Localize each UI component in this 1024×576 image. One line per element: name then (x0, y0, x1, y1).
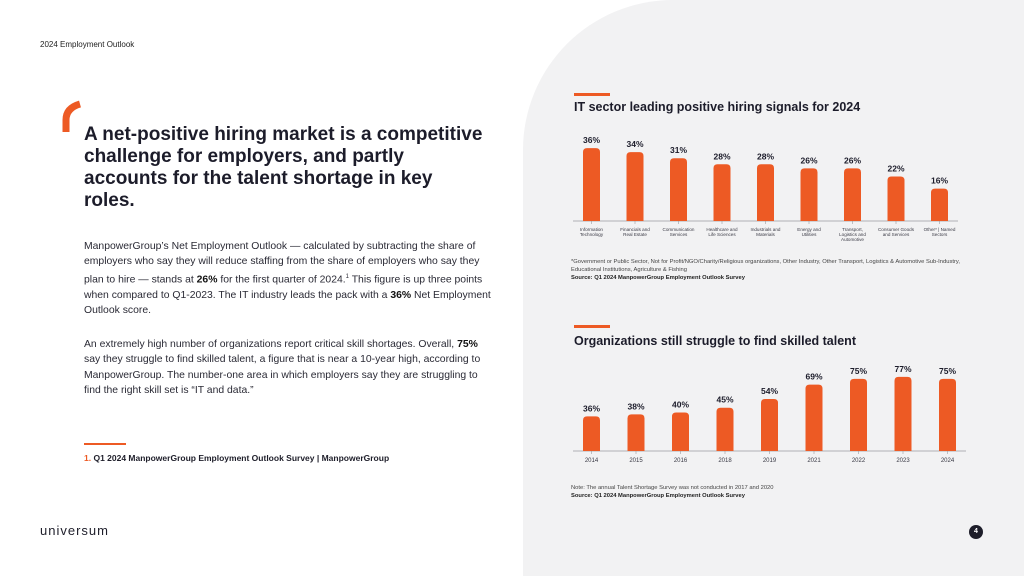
chart1-category-label-3: Healthcare and Life Sciences (706, 227, 738, 237)
chart2-value-label-8: 75% (939, 366, 956, 376)
chart1-value-label-7: 22% (887, 163, 904, 173)
chart1-bar-chart: 36% Information Technology 34% Financials an… (573, 135, 958, 242)
footnote-divider (84, 443, 126, 445)
chart2-category-label-5: 2021 (807, 458, 821, 464)
chart1-value-label-4: 28% (757, 151, 774, 161)
chart2-bar-4 (761, 399, 778, 451)
chart2-category-label-6: 2022 (852, 458, 866, 464)
chart2-accent-rule (574, 325, 610, 328)
chart2-bar-8 (939, 378, 956, 451)
chart1-bar-6 (844, 168, 861, 221)
paragraph-net-employment-outlook: ManpowerGroup’s Net Employment Outlook —… (84, 241, 491, 317)
right-panel-background (523, 0, 1024, 576)
footnote: 1. Q1 2024 ManpowerGroup Employment Outl… (84, 453, 390, 463)
quote-accent-icon (62, 100, 82, 132)
chart1-bar-5 (800, 168, 818, 221)
page-number-badge: 4 (969, 525, 983, 539)
universum-logo: universum (40, 523, 109, 538)
document-header-title: 2024 Employment Outlook (40, 40, 135, 49)
chart1-category-label-0: Information Technology (580, 227, 604, 237)
chart1-value-label-5: 26% (800, 155, 817, 165)
chart2-value-label-1: 38% (627, 401, 644, 411)
chart2-value-label-5: 69% (805, 372, 822, 382)
chart2-bar-7 (894, 376, 912, 451)
chart2-bar-1 (627, 414, 645, 451)
chart2-value-label-6: 75% (850, 366, 867, 376)
chart2-bar-5 (805, 384, 823, 451)
chart1-bar-8 (931, 188, 948, 221)
chart1-accent-rule (574, 93, 610, 96)
chart1-value-label-2: 31% (670, 145, 687, 155)
chart1-value-label-0: 36% (583, 135, 600, 145)
chart2-title: Organizations still struggle to find ski… (574, 334, 856, 348)
chart1-bar-3 (713, 164, 731, 221)
headline: A net-positive hiring market is a compet… (84, 124, 483, 211)
chart2-bar-chart: 36% 2014 38% 2015 40% 2016 45% 2018 54% 2019 69% 20… (573, 364, 966, 464)
chart2-category-label-4: 2019 (763, 458, 777, 464)
chart2-note: Note: The annual Talent Shortage Survey … (571, 485, 774, 499)
chart1-bar-0 (583, 148, 600, 221)
chart1-category-label-8: Other* | Named Sectors (924, 227, 956, 237)
chart1-bar-4 (757, 164, 774, 221)
chart1-bar-2 (670, 158, 687, 221)
chart2-value-label-4: 54% (761, 386, 778, 396)
paragraph-skill-shortages: An extremely high number of organization… (84, 339, 481, 397)
chart2-value-label-0: 36% (583, 403, 600, 413)
chart1-title: IT sector leading positive hiring signal… (574, 100, 861, 114)
chart1-value-label-3: 28% (713, 151, 730, 161)
chart1-value-label-1: 34% (626, 139, 643, 149)
chart1-value-label-8: 16% (931, 176, 948, 186)
footnote-ref: 1 (345, 273, 350, 280)
chart1-bar-1 (626, 152, 644, 221)
highlight-75: 75% (457, 339, 478, 350)
highlight-26: 26% (196, 274, 218, 286)
chart2-category-label-8: 2024 (941, 458, 955, 464)
chart1-category-label-4: Industrials and Materials (751, 227, 781, 237)
chart1-category-label-5: Energy and Utilities (797, 227, 821, 237)
chart1-category-label-7: Consumer Goods and Services (878, 227, 915, 237)
chart2-value-label-3: 45% (716, 395, 733, 405)
chart1-category-label-1: Financials and Real Estate (620, 227, 650, 237)
chart1-category-label-6: Transport, Logistics and Automotive (839, 227, 866, 242)
chart2-category-label-2: 2016 (674, 458, 688, 464)
chart1-note: *Government or Public Sector, Not for Pr… (571, 259, 960, 281)
chart2-bar-6 (850, 378, 867, 451)
chart2-category-label-3: 2018 (718, 458, 732, 464)
chart2-category-label-7: 2023 (896, 458, 910, 464)
chart2-category-label-0: 2014 (585, 458, 599, 464)
chart2-value-label-7: 77% (894, 364, 911, 374)
chart1-bar-7 (887, 176, 905, 221)
chart2-bar-0 (583, 416, 600, 451)
chart1-value-label-6: 26% (844, 155, 861, 165)
chart2-value-label-2: 40% (672, 400, 689, 410)
chart2-bar-2 (672, 412, 689, 451)
highlight-36: 36% (390, 289, 412, 301)
chart1-category-label-2: Communication Services (663, 227, 695, 237)
chart2-bar-3 (716, 407, 734, 451)
chart2-category-label-1: 2015 (629, 458, 643, 464)
